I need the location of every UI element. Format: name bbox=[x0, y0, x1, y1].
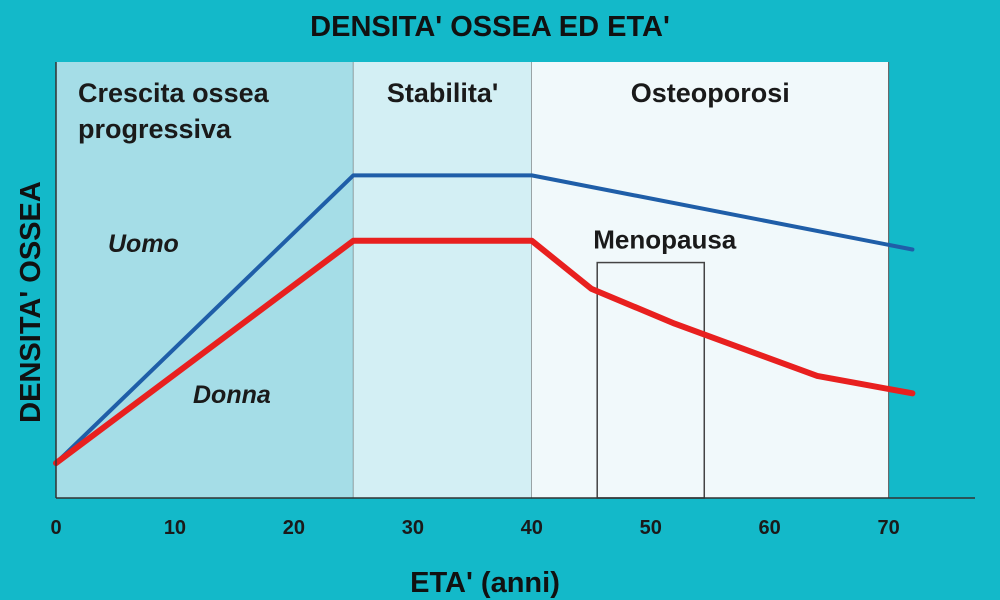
x-axis-label: ETA' (anni) bbox=[410, 567, 560, 599]
y-axis-label: DENSITA' OSSEA bbox=[15, 181, 47, 423]
x-tick-50: 50 bbox=[640, 517, 662, 539]
menopause-label: Menopausa bbox=[593, 225, 737, 255]
series-labels: Uomo Donna bbox=[108, 230, 271, 409]
x-tick-10: 10 bbox=[164, 517, 186, 539]
series-label-donna: Donna bbox=[193, 381, 271, 409]
region-2 bbox=[531, 62, 889, 498]
annotations: Menopausa bbox=[593, 225, 737, 499]
region-label-0-1: progressiva bbox=[78, 114, 232, 144]
region-label-1-0: Stabilita' bbox=[387, 78, 498, 108]
series-line-uomo bbox=[54, 173, 915, 466]
series-lines bbox=[53, 173, 916, 467]
series-line-donna bbox=[53, 237, 916, 467]
x-tick-30: 30 bbox=[402, 517, 424, 539]
x-tick-40: 40 bbox=[521, 517, 543, 539]
x-tick-70: 70 bbox=[878, 517, 900, 539]
region-label-2-0: Osteoporosi bbox=[631, 78, 790, 108]
region-label-0-0: Crescita ossea bbox=[78, 78, 270, 108]
x-tick-labels: 0 10 20 30 40 50 60 70 bbox=[50, 517, 899, 539]
chart-title: DENSITA' OSSEA ED ETA' bbox=[310, 11, 670, 43]
axes bbox=[55, 62, 975, 499]
x-tick-20: 20 bbox=[283, 517, 305, 539]
x-tick-0: 0 bbox=[50, 517, 61, 539]
x-tick-60: 60 bbox=[759, 517, 781, 539]
region-1 bbox=[353, 62, 532, 498]
phase-regions: Crescita ossea progressiva Stabilita' Osteo… bbox=[56, 62, 890, 498]
series-label-uomo: Uomo bbox=[108, 230, 179, 258]
